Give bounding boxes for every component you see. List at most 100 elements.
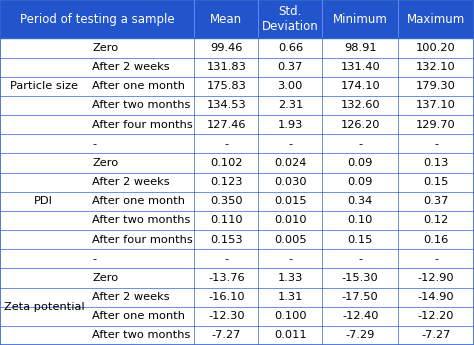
- Text: Zero: Zero: [92, 158, 118, 168]
- Text: -: -: [288, 254, 292, 264]
- Text: -16.10: -16.10: [208, 292, 245, 302]
- Bar: [0, 326, 474, 345]
- Bar: [0, 230, 474, 249]
- Text: 132.60: 132.60: [340, 100, 380, 110]
- Text: -12.90: -12.90: [418, 273, 455, 283]
- Text: -7.27: -7.27: [421, 331, 451, 341]
- Text: 0.005: 0.005: [274, 235, 307, 245]
- Text: After two months: After two months: [92, 215, 191, 225]
- Text: 2.31: 2.31: [278, 100, 303, 110]
- Bar: [0, 153, 474, 172]
- Text: 0.024: 0.024: [274, 158, 307, 168]
- Text: -: -: [92, 139, 97, 149]
- Text: 0.16: 0.16: [423, 235, 449, 245]
- Text: 0.153: 0.153: [210, 235, 243, 245]
- Text: -15.30: -15.30: [342, 273, 379, 283]
- Text: 134.53: 134.53: [207, 100, 246, 110]
- Text: Zero: Zero: [92, 43, 118, 53]
- Text: After four months: After four months: [92, 120, 193, 130]
- Text: -7.29: -7.29: [346, 331, 375, 341]
- Text: -7.27: -7.27: [212, 331, 241, 341]
- Text: 99.46: 99.46: [210, 43, 243, 53]
- Text: 1.93: 1.93: [278, 120, 303, 130]
- Text: Zeta potential: Zeta potential: [3, 302, 84, 312]
- Text: 179.30: 179.30: [416, 81, 456, 91]
- Text: 174.10: 174.10: [340, 81, 380, 91]
- Text: 0.66: 0.66: [278, 43, 303, 53]
- Bar: [0, 287, 474, 307]
- Text: 126.20: 126.20: [340, 120, 380, 130]
- Text: 131.83: 131.83: [206, 62, 246, 72]
- Text: 0.010: 0.010: [274, 215, 307, 225]
- Text: 0.102: 0.102: [210, 158, 243, 168]
- Bar: [0, 77, 474, 96]
- Bar: [0, 249, 474, 268]
- Text: 0.15: 0.15: [347, 235, 373, 245]
- Text: 0.37: 0.37: [278, 62, 303, 72]
- Text: Zero: Zero: [92, 273, 118, 283]
- Bar: [0, 38, 474, 58]
- Bar: [0, 134, 474, 153]
- Text: -13.76: -13.76: [208, 273, 245, 283]
- Text: 1.33: 1.33: [278, 273, 303, 283]
- Bar: [0, 211, 474, 230]
- Text: -12.30: -12.30: [208, 311, 245, 321]
- Bar: [0, 172, 474, 192]
- Text: After one month: After one month: [92, 81, 185, 91]
- Text: 1.31: 1.31: [278, 292, 303, 302]
- Text: Std.
Deviation: Std. Deviation: [262, 5, 319, 33]
- Text: 0.09: 0.09: [347, 177, 373, 187]
- Bar: [0, 268, 474, 287]
- Bar: [0, 58, 474, 77]
- Text: -: -: [224, 139, 228, 149]
- Text: -: -: [288, 139, 292, 149]
- Text: 0.34: 0.34: [347, 196, 373, 206]
- Text: 175.83: 175.83: [206, 81, 246, 91]
- Text: Mean: Mean: [210, 13, 242, 26]
- Text: -14.90: -14.90: [418, 292, 455, 302]
- Text: 137.10: 137.10: [416, 100, 456, 110]
- Bar: [0, 0, 474, 38]
- Text: 0.030: 0.030: [274, 177, 307, 187]
- Text: 0.12: 0.12: [423, 215, 449, 225]
- Bar: [0, 115, 474, 134]
- Text: 3.00: 3.00: [278, 81, 303, 91]
- Text: Minimum: Minimum: [333, 13, 388, 26]
- Text: 0.13: 0.13: [423, 158, 449, 168]
- Text: 0.110: 0.110: [210, 215, 243, 225]
- Text: Particle size: Particle size: [10, 81, 78, 91]
- Text: 0.15: 0.15: [423, 177, 449, 187]
- Text: Maximum: Maximum: [407, 13, 465, 26]
- Text: -: -: [434, 139, 438, 149]
- Bar: [0, 192, 474, 211]
- Bar: [0, 307, 474, 326]
- Text: -12.20: -12.20: [418, 311, 455, 321]
- Text: After one month: After one month: [92, 196, 185, 206]
- Text: After two months: After two months: [92, 331, 191, 341]
- Bar: [0, 96, 474, 115]
- Text: 131.40: 131.40: [340, 62, 380, 72]
- Text: -: -: [358, 254, 362, 264]
- Text: -: -: [434, 254, 438, 264]
- Text: After 2 weeks: After 2 weeks: [92, 292, 170, 302]
- Text: 0.37: 0.37: [423, 196, 449, 206]
- Text: After 2 weeks: After 2 weeks: [92, 177, 170, 187]
- Text: After 2 weeks: After 2 weeks: [92, 62, 170, 72]
- Text: -: -: [92, 254, 97, 264]
- Text: -: -: [358, 139, 362, 149]
- Text: 0.011: 0.011: [274, 331, 307, 341]
- Text: Period of testing a sample: Period of testing a sample: [20, 13, 174, 26]
- Text: -12.40: -12.40: [342, 311, 379, 321]
- Text: 127.46: 127.46: [207, 120, 246, 130]
- Text: -: -: [224, 254, 228, 264]
- Text: 0.123: 0.123: [210, 177, 243, 187]
- Text: After four months: After four months: [92, 235, 193, 245]
- Text: 132.10: 132.10: [416, 62, 456, 72]
- Text: After one month: After one month: [92, 311, 185, 321]
- Text: 129.70: 129.70: [416, 120, 456, 130]
- Text: 0.015: 0.015: [274, 196, 307, 206]
- Text: 0.09: 0.09: [347, 158, 373, 168]
- Text: PDI: PDI: [34, 196, 54, 206]
- Text: After two months: After two months: [92, 100, 191, 110]
- Text: 0.100: 0.100: [274, 311, 307, 321]
